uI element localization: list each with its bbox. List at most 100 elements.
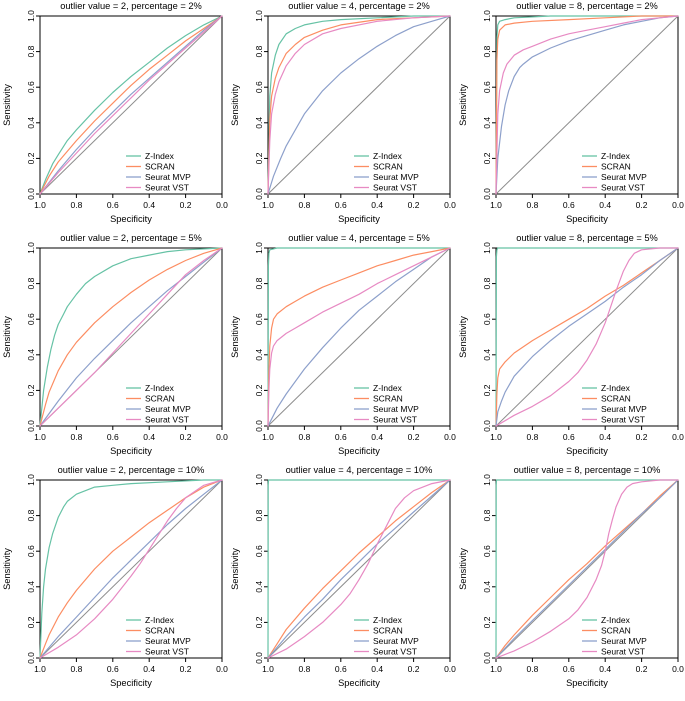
legend-label-seurat-vst: Seurat VST (601, 647, 645, 657)
y-tick-label: 0.2 (254, 152, 264, 164)
x-tick-label: 0.8 (298, 664, 310, 674)
y-axis-label: Sensitivity (2, 548, 12, 590)
x-tick-label: 0.2 (408, 432, 420, 442)
x-tick-label: 0.0 (672, 664, 684, 674)
roc-chart: outlier value = 2, percentage = 5% 1.0 0.8… (2, 233, 228, 456)
roc-panel-3: outlier value = 8, percentage = 2% 1.0 0.8… (456, 0, 684, 232)
x-axis-label: Specificity (566, 214, 608, 224)
x-tick-label: 0.4 (143, 664, 155, 674)
x-axis-label: Specificity (566, 678, 608, 688)
x-tick-label: 0.4 (143, 200, 155, 210)
legend-label-seurat-mvp: Seurat MVP (601, 404, 647, 414)
x-tick-label: 0.4 (371, 664, 383, 674)
x-axis-label: Specificity (110, 446, 152, 456)
x-tick-label: 0.4 (371, 200, 383, 210)
y-tick-label: 0.0 (482, 188, 492, 200)
x-tick-label: 0.8 (526, 664, 538, 674)
y-tick-label: 0.6 (26, 313, 36, 325)
plot-box (267, 15, 451, 195)
y-axis: 0.0 0.2 0.4 0.6 0.8 1.0 (482, 242, 496, 432)
legend-label-seurat-mvp: Seurat MVP (601, 172, 647, 182)
roc-curve-scran (267, 479, 451, 659)
x-tick-label: 0.0 (444, 200, 456, 210)
y-tick-label: 0.4 (254, 117, 264, 129)
y-tick-label: 1.0 (254, 474, 264, 486)
x-tick-label: 0.6 (563, 432, 575, 442)
legend-label-z-index: Z-Index (373, 383, 403, 393)
legend-label-z-index: Z-Index (145, 151, 175, 161)
y-tick-label: 0.4 (26, 581, 36, 593)
x-axis: 1.0 0.8 0.6 0.4 0.2 0.0 (490, 658, 684, 674)
y-axis-label: Sensitivity (2, 84, 12, 126)
legend-label-seurat-vst: Seurat VST (145, 647, 189, 657)
roc-curve-scran (39, 15, 223, 195)
y-tick-label: 0.4 (254, 349, 264, 361)
legend-label-z-index: Z-Index (601, 383, 631, 393)
x-tick-label: 0.4 (599, 200, 611, 210)
x-axis: 1.0 0.8 0.6 0.4 0.2 0.0 (34, 426, 228, 442)
y-axis-label: Sensitivity (2, 316, 12, 358)
x-axis-label: Specificity (110, 214, 152, 224)
x-tick-label: 0.6 (107, 432, 119, 442)
roc-curve-seurat-mvp (39, 247, 223, 427)
x-tick-label: 0.2 (180, 200, 192, 210)
roc-panel-6: outlier value = 8, percentage = 5% 1.0 0.8… (456, 232, 684, 464)
legend-label-z-index: Z-Index (601, 151, 631, 161)
legend-label-seurat-vst: Seurat VST (373, 415, 417, 425)
roc-curve-seurat-mvp (39, 479, 223, 659)
x-axis: 1.0 0.8 0.6 0.4 0.2 0.0 (34, 194, 228, 210)
roc-curve-scran (39, 479, 223, 659)
x-tick-label: 1.0 (490, 664, 502, 674)
x-tick-label: 1.0 (34, 664, 46, 674)
roc-curve-z-index (267, 15, 451, 195)
x-tick-label: 0.0 (672, 432, 684, 442)
legend-label-z-index: Z-Index (373, 615, 403, 625)
y-tick-label: 0.2 (26, 384, 36, 396)
x-tick-label: 0.2 (408, 200, 420, 210)
legend-label-scran: SCRAN (145, 626, 175, 636)
roc-curve-z-index (495, 15, 679, 195)
x-tick-label: 0.2 (408, 664, 420, 674)
x-axis-label: Specificity (110, 678, 152, 688)
roc-curve-z-index (39, 15, 223, 195)
y-tick-label: 0.4 (26, 349, 36, 361)
legend-label-scran: SCRAN (145, 162, 175, 172)
roc-curve-seurat-mvp (39, 15, 223, 195)
panel-title: outlier value = 8, percentage = 10% (514, 465, 661, 475)
y-tick-label: 0.8 (26, 509, 36, 521)
y-tick-label: 0.8 (254, 277, 264, 289)
roc-curve-z-index (267, 247, 451, 427)
legend-label-seurat-mvp: Seurat MVP (145, 172, 191, 182)
y-axis: 0.0 0.2 0.4 0.6 0.8 1.0 (26, 242, 40, 432)
x-tick-label: 0.2 (636, 200, 648, 210)
y-tick-label: 0.0 (26, 420, 36, 432)
x-axis: 1.0 0.8 0.6 0.4 0.2 0.0 (262, 426, 456, 442)
x-tick-label: 0.2 (636, 664, 648, 674)
x-axis: 1.0 0.8 0.6 0.4 0.2 0.0 (490, 194, 684, 210)
roc-chart: outlier value = 8, percentage = 5% 1.0 0.8… (458, 233, 684, 456)
x-tick-label: 0.6 (107, 200, 119, 210)
y-tick-label: 0.8 (254, 509, 264, 521)
x-tick-label: 0.8 (70, 664, 82, 674)
y-tick-label: 0.2 (482, 152, 492, 164)
roc-curve-z-index (267, 479, 451, 659)
roc-curve-z-index (495, 479, 679, 659)
x-tick-label: 0.6 (335, 664, 347, 674)
x-tick-label: 0.0 (444, 432, 456, 442)
roc-curve-seurat-mvp (267, 479, 451, 659)
roc-panel-2: outlier value = 4, percentage = 2% 1.0 0.8… (228, 0, 456, 232)
y-tick-label: 0.2 (254, 616, 264, 628)
legend-label-seurat-mvp: Seurat MVP (373, 636, 419, 646)
legend-label-seurat-vst: Seurat VST (373, 183, 417, 193)
y-tick-label: 0.8 (482, 509, 492, 521)
legend-label-seurat-vst: Seurat VST (373, 647, 417, 657)
legend-label-seurat-mvp: Seurat MVP (145, 404, 191, 414)
